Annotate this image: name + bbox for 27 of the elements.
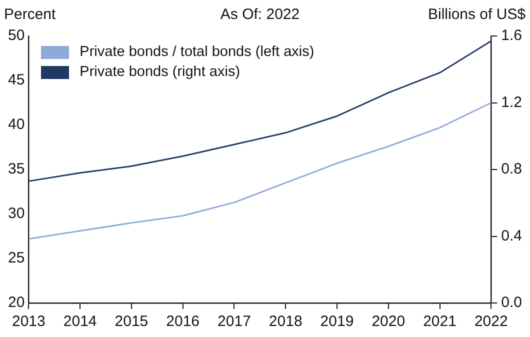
- chart-title: As Of: 2022: [220, 6, 300, 23]
- y-tick-label: 45: [8, 72, 25, 89]
- y2-tick-label: 0.8: [501, 160, 522, 178]
- y2-tick-label: 1.2: [501, 94, 522, 111]
- x-tick-label: 2013: [12, 313, 46, 330]
- y-tick-label: 25: [8, 250, 25, 267]
- y2-tick-label: 0.0: [501, 294, 522, 312]
- x-tick-label: 2021: [423, 313, 456, 330]
- x-tick-label: 2019: [320, 313, 354, 330]
- legend-label: Private bonds / total bonds (left axis): [80, 44, 314, 60]
- y-tick-label: 20: [8, 294, 25, 312]
- legend-label: Private bonds (right axis): [80, 64, 240, 80]
- y2-axis-title: Billions of US$: [428, 6, 526, 23]
- x-tick-label: 2020: [372, 313, 406, 330]
- x-tick-label: 2018: [268, 313, 302, 330]
- x-tick-label: 2016: [166, 313, 200, 330]
- y2-tick-label: 0.4: [501, 227, 522, 244]
- y-tick-label: 40: [8, 116, 25, 134]
- y2-tick-label: 1.6: [501, 27, 522, 44]
- y-tick-label: 30: [8, 205, 25, 222]
- y-axis-title: Percent: [4, 6, 56, 23]
- x-tick-label: 2022: [474, 313, 508, 330]
- y-tick-label: 35: [8, 160, 25, 178]
- x-tick-label: 2014: [63, 313, 97, 330]
- x-tick-label: 2017: [218, 313, 251, 330]
- y-tick-label: 50: [8, 27, 25, 44]
- x-tick-label: 2015: [114, 313, 148, 330]
